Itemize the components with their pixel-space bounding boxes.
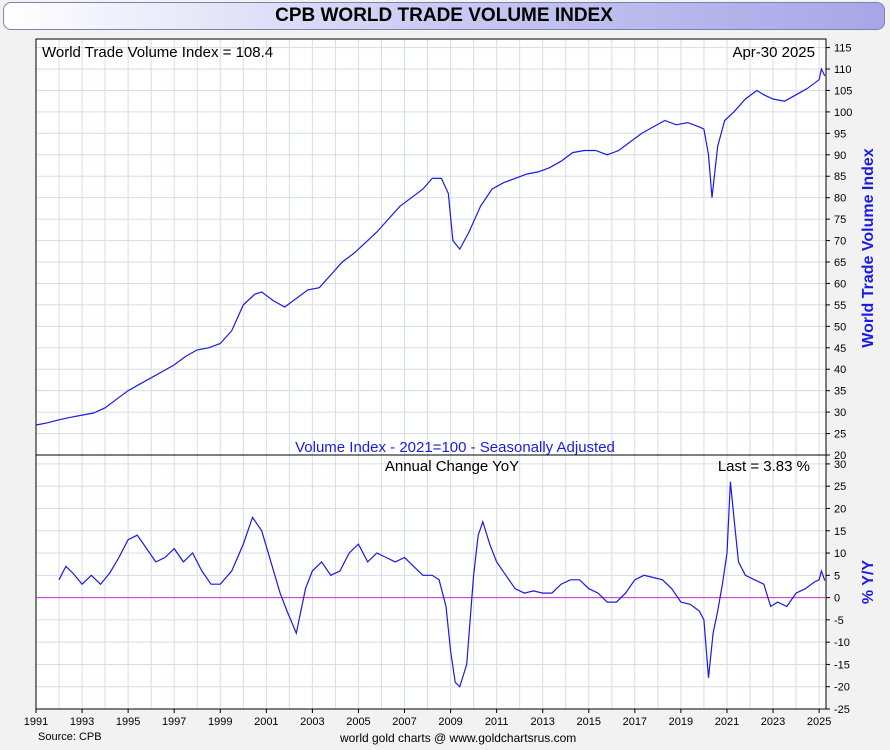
y-tick-label: 25 [834, 481, 846, 493]
x-axis-ticks: 1991 1993 1995 1997 1999 2001 2003 2005 2007 2009… [24, 709, 831, 728]
y-tick-label: 40 [834, 364, 846, 376]
y-tick-label: 45 [834, 343, 846, 355]
x-tick-label: 2003 [300, 716, 324, 728]
x-tick-label: 2023 [761, 716, 785, 728]
x-tick-label: 1999 [208, 716, 232, 728]
x-tick-label: 1997 [162, 716, 186, 728]
x-tick-label: 2025 [807, 716, 831, 728]
top-panel-date: Apr-30 2025 [732, 44, 815, 61]
top-panel-bg [36, 39, 826, 455]
top-panel-title: World Trade Volume Index = 108.4 [42, 44, 273, 61]
y-tick-label: 30 [834, 459, 846, 471]
y-tick-label: 90 [834, 150, 846, 162]
y-tick-label: 115 [834, 43, 852, 55]
y-tick-label: -20 [834, 682, 850, 694]
y-tick-label: 105 [834, 85, 852, 97]
bottom-panel-last: Last = 3.83 % [718, 458, 810, 475]
y-tick-label: 65 [834, 257, 846, 269]
y-tick-label: 0 [834, 593, 840, 605]
x-tick-label: 2021 [715, 716, 739, 728]
series-line-volume-index [35, 67, 826, 426]
y-tick-label: 55 [834, 300, 846, 312]
x-tick-label: 2019 [669, 716, 693, 728]
y-tick-label: -15 [834, 659, 850, 671]
y-tick-label: -10 [834, 637, 850, 649]
y-tick-label: 20 [834, 450, 846, 462]
bottom-panel-title: Annual Change YoY [385, 458, 519, 475]
y-tick-label: 20 [834, 503, 846, 515]
top-y-axis-label: World Trade Volume Index [860, 148, 877, 348]
y-tick-label: 110 [834, 64, 852, 76]
y-tick-label: -25 [834, 704, 850, 716]
y-tick-label: 50 [834, 321, 846, 333]
x-tick-label: 2013 [530, 716, 554, 728]
bottom-panel-border [35, 454, 827, 710]
y-tick-label: 35 [834, 386, 846, 398]
y-tick-label: -5 [834, 615, 844, 627]
y-tick-label: 75 [834, 214, 846, 226]
series-line-annual-change [58, 481, 826, 688]
y-tick-label: 10 [834, 548, 846, 560]
y-tick-label: 70 [834, 236, 846, 248]
x-tick-label: 2015 [577, 716, 601, 728]
chart-title: CPB WORLD TRADE VOLUME INDEX [3, 2, 885, 30]
x-tick-label: 2007 [392, 716, 416, 728]
credit-label: world gold charts @ www.goldchartsrus.co… [340, 731, 577, 745]
x-tick-label: 2017 [623, 716, 647, 728]
y-tick-label: 80 [834, 193, 846, 205]
top-panel-grid [35, 39, 826, 455]
y-tick-label: 95 [834, 128, 846, 140]
bottom-y-axis-ticks: -25 -20 -15 -10 -5 0 5 10 15 20 25 30 [826, 459, 850, 716]
x-tick-label: 1993 [70, 716, 94, 728]
top-y-axis-ticks: 20 25 30 35 40 45 50 55 60 65 70 75 80 85 90 95 100 105 11… [826, 43, 852, 462]
y-tick-label: 100 [834, 107, 852, 119]
y-tick-label: 60 [834, 278, 846, 290]
top-panel-subtitle: Volume Index - 2021=100 - Seasonally Adj… [295, 439, 615, 456]
y-tick-label: 30 [834, 407, 846, 419]
x-tick-label: 2005 [346, 716, 370, 728]
y-tick-label: 15 [834, 526, 846, 538]
bottom-panel-bg [36, 455, 826, 709]
x-tick-label: 2011 [485, 716, 509, 728]
x-tick-label: 1995 [116, 716, 140, 728]
x-tick-label: 1991 [24, 716, 48, 728]
source-label: Source: CPB [38, 731, 102, 743]
x-tick-label: 2009 [438, 716, 462, 728]
bottom-y-axis-label: % Y/Y [860, 560, 877, 605]
y-tick-label: 25 [834, 429, 846, 441]
x-tick-label: 2001 [254, 716, 278, 728]
y-tick-label: 85 [834, 171, 846, 183]
y-tick-label: 5 [834, 570, 840, 582]
